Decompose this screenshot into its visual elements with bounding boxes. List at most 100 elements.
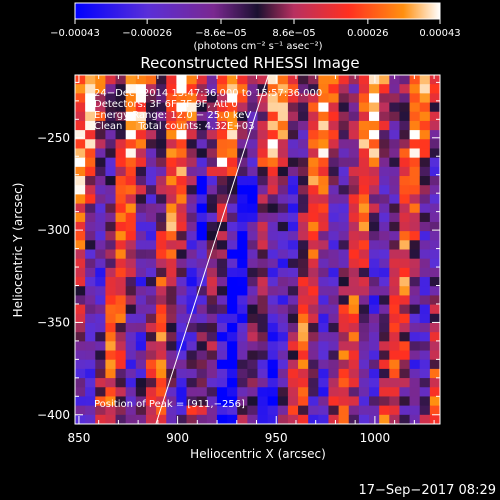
heatmap-cell — [166, 405, 177, 416]
heatmap-cell — [277, 240, 289, 251]
heatmap-cell — [237, 341, 248, 352]
heatmap-cell — [156, 111, 167, 122]
heatmap-cell — [247, 322, 259, 333]
heatmap-cell — [358, 185, 370, 195]
heatmap-cell — [267, 157, 279, 168]
heatmap-cell — [379, 295, 390, 306]
heatmap-cell — [328, 332, 340, 342]
heatmap-cell — [166, 267, 177, 278]
heatmap-cell — [247, 414, 259, 424]
heatmap-cell — [287, 203, 299, 214]
heatmap-cell — [216, 414, 228, 424]
heatmap-cell — [237, 267, 248, 278]
heatmap-cell — [409, 286, 421, 297]
heatmap-cell — [287, 212, 299, 223]
heatmap-cell — [277, 139, 289, 150]
heatmap-cell — [75, 130, 86, 140]
heatmap-cell — [237, 368, 248, 379]
heatmap-cell — [95, 194, 107, 205]
heatmap-cell — [145, 414, 157, 424]
heatmap-cell — [389, 120, 401, 131]
heatmap-cell — [105, 93, 117, 104]
heatmap-cell — [308, 249, 319, 260]
heatmap-cell — [328, 166, 340, 177]
heatmap-cell — [125, 75, 137, 85]
heatmap-cell — [216, 75, 228, 85]
heatmap-cell — [318, 212, 330, 223]
heatmap-cell — [419, 249, 431, 260]
heatmap-cell — [247, 286, 259, 297]
heatmap-cell — [125, 203, 137, 214]
heatmap-cell — [277, 304, 289, 315]
heatmap-cell — [257, 350, 269, 361]
heatmap-cell — [308, 139, 319, 150]
heatmap-cell — [338, 240, 350, 251]
heatmap-cell — [105, 332, 117, 342]
heatmap-cell — [399, 139, 411, 150]
heatmap-cell — [105, 387, 117, 398]
heatmap-cell — [186, 368, 198, 379]
heatmap-cell — [125, 231, 137, 241]
heatmap-cell — [389, 93, 401, 104]
heatmap-cell — [247, 332, 259, 342]
heatmap-cell — [85, 378, 96, 388]
heatmap-cell — [206, 139, 218, 150]
heatmap-cell — [419, 102, 431, 113]
heatmap-cell — [216, 249, 228, 260]
heatmap-cell — [105, 249, 117, 260]
heatmap-cell — [328, 359, 340, 370]
heatmap-cell — [95, 258, 107, 269]
heatmap-cell — [409, 414, 421, 424]
heatmap-cell — [257, 221, 269, 232]
heatmap-cell — [85, 231, 96, 241]
heatmap-cell — [135, 359, 147, 370]
heatmap-cell — [277, 286, 289, 297]
heatmap-cell — [206, 111, 218, 122]
heatmap-cell — [429, 286, 440, 297]
heatmap-cell — [176, 350, 188, 361]
heatmap-cell — [227, 120, 238, 131]
heatmap-cell — [257, 139, 269, 150]
heatmap-cell — [429, 396, 440, 407]
heatmap-cell — [318, 240, 330, 251]
heatmap-cell — [308, 221, 319, 232]
heatmap-cell — [328, 286, 340, 297]
heatmap-cell — [125, 304, 137, 315]
heatmap-cell — [227, 341, 238, 352]
heatmap-cell — [227, 304, 238, 315]
heatmap-cell — [308, 212, 319, 223]
heatmap-cell — [318, 414, 330, 424]
heatmap-cell — [409, 75, 421, 85]
heatmap-cell — [429, 148, 440, 159]
heatmap-cell — [369, 350, 380, 361]
heatmap-cell — [429, 221, 440, 232]
heatmap-cell — [135, 341, 147, 352]
heatmap-cell — [369, 120, 380, 131]
heatmap-cell — [308, 332, 319, 342]
heatmap-cell — [419, 130, 431, 140]
heatmap-cell — [369, 166, 380, 177]
heatmap-cell — [348, 240, 360, 251]
heatmap-cell — [196, 396, 208, 407]
heatmap-cell — [176, 341, 188, 352]
heatmap-cell — [156, 341, 167, 352]
heatmap-cell — [328, 75, 340, 85]
heatmap-cell — [389, 212, 401, 223]
heatmap-cell — [348, 130, 360, 140]
heatmap-cell — [338, 368, 350, 379]
heatmap-cell — [166, 378, 177, 388]
heatmap-cell — [247, 111, 259, 122]
heatmap-cell — [186, 221, 198, 232]
heatmap-cell — [196, 212, 208, 223]
heatmap-cell — [115, 221, 127, 232]
heatmap-cell — [156, 387, 167, 398]
heatmap-cell — [358, 405, 370, 416]
heatmap-cell — [338, 194, 350, 205]
heatmap-cell — [196, 240, 208, 251]
heatmap-cell — [85, 341, 96, 352]
heatmap-cell — [166, 313, 177, 324]
heatmap-cell — [308, 148, 319, 159]
heatmap-cell — [85, 157, 96, 168]
heatmap-cell — [135, 396, 147, 407]
heatmap-cell — [429, 185, 440, 195]
